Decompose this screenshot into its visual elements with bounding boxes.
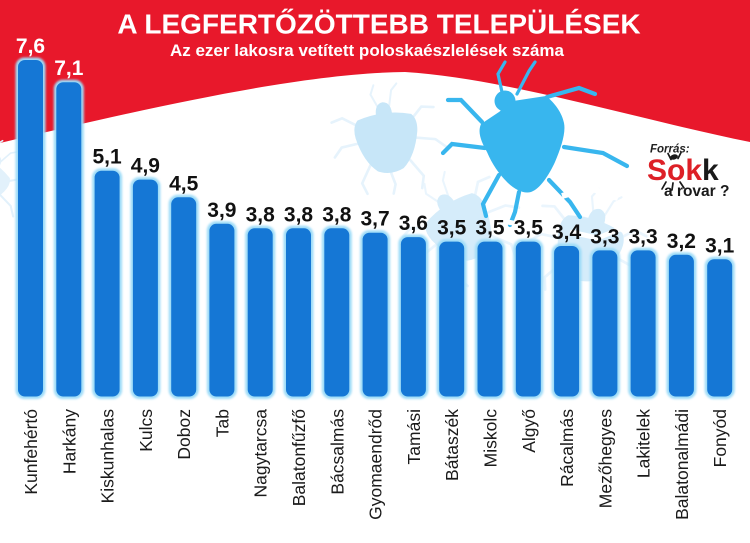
svg-text:3,2: 3,2 (667, 230, 696, 253)
svg-text:Balatonfűzfő: Balatonfűzfő (289, 409, 309, 507)
svg-text:3,5: 3,5 (437, 217, 467, 240)
svg-text:4,5: 4,5 (169, 172, 199, 195)
svg-text:Gyomaendrőd: Gyomaendrőd (366, 409, 386, 520)
svg-text:Fonyód: Fonyód (710, 409, 730, 467)
svg-text:A LEGFERTŐZÖTTEBB TELEPÜLÉSEK: A LEGFERTŐZÖTTEBB TELEPÜLÉSEK (117, 9, 640, 40)
svg-text:Sokk: Sokk (647, 154, 719, 187)
svg-text:Doboz: Doboz (174, 409, 194, 460)
svg-text:3,3: 3,3 (590, 225, 619, 248)
svg-text:3,8: 3,8 (322, 203, 352, 226)
svg-text:3,3: 3,3 (628, 225, 657, 248)
svg-text:Az ezer lakosra vetített polos: Az ezer lakosra vetített poloskaészlelés… (170, 41, 565, 60)
svg-text:Miskolc: Miskolc (481, 409, 501, 468)
svg-text:Rácalmás: Rácalmás (557, 409, 577, 487)
svg-text:3,8: 3,8 (246, 203, 276, 226)
svg-text:a rovar ?: a rovar ? (664, 183, 729, 200)
svg-text:Lakitelek: Lakitelek (634, 409, 654, 478)
svg-text:3,7: 3,7 (360, 208, 389, 231)
svg-text:Kunfehértó: Kunfehértó (21, 409, 41, 495)
svg-text:3,6: 3,6 (399, 212, 428, 235)
svg-text:Harkány: Harkány (59, 409, 79, 474)
svg-text:Forrás:: Forrás: (650, 144, 690, 156)
svg-text:Balatonalmádi: Balatonalmádi (672, 409, 692, 520)
svg-text:3,5: 3,5 (475, 217, 505, 240)
svg-text:3,8: 3,8 (284, 203, 314, 226)
svg-text:7,6: 7,6 (16, 35, 45, 58)
svg-text:Tamási: Tamási (404, 409, 424, 464)
svg-text:3,5: 3,5 (514, 217, 544, 240)
svg-text:Tab: Tab (212, 409, 232, 437)
svg-text:Bácsalmás: Bácsalmás (327, 409, 347, 495)
svg-text:Mezőhegyes: Mezőhegyes (595, 409, 615, 508)
svg-text:3,9: 3,9 (207, 199, 236, 222)
svg-text:Kiskunhalas: Kiskunhalas (98, 409, 118, 504)
svg-text:3,1: 3,1 (705, 234, 735, 257)
svg-text:5,1: 5,1 (92, 146, 122, 169)
svg-text:7,1: 7,1 (54, 57, 84, 80)
svg-text:4,9: 4,9 (131, 155, 160, 178)
svg-text:Kulcs: Kulcs (136, 409, 156, 452)
svg-text:Algyő: Algyő (519, 409, 539, 453)
svg-text:Bátaszék: Bátaszék (442, 409, 462, 481)
svg-text:3,4: 3,4 (552, 221, 582, 244)
svg-text:Nagytarcsa: Nagytarcsa (251, 409, 271, 498)
